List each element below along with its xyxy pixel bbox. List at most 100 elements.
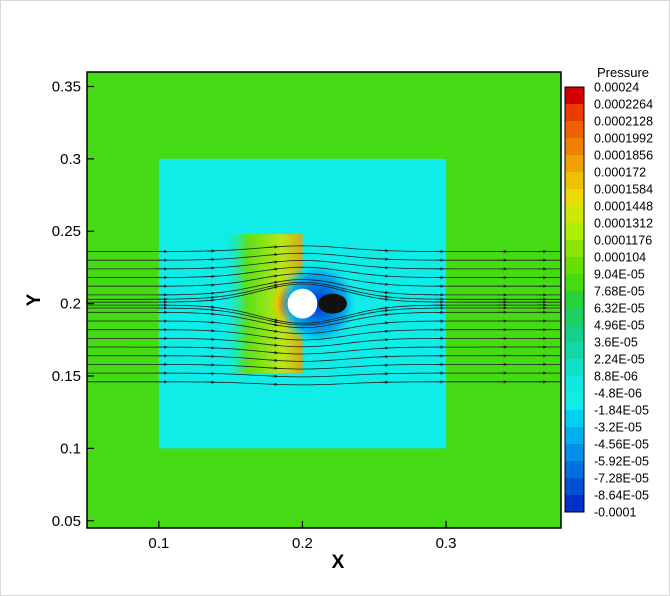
legend-label: 0.0001312 [594, 217, 653, 231]
streamline-arrow [268, 283, 279, 288]
streamline-arrow [379, 274, 390, 278]
legend-label: -0.0001 [594, 506, 636, 520]
x-axis-title: X [332, 552, 345, 573]
legend-swatch [565, 308, 584, 326]
legend-label: -3.2E-05 [594, 421, 642, 435]
streamline-arrow [268, 318, 279, 322]
streamline-arrow [379, 309, 390, 313]
legend-swatch [565, 104, 584, 122]
legend-swatch [565, 495, 584, 513]
legend-swatch [565, 189, 584, 207]
legend-label: -7.28E-05 [594, 472, 649, 486]
streamline-arrow [379, 297, 390, 301]
legend-label: -4.56E-05 [594, 438, 649, 452]
streamline-arrow [379, 282, 390, 286]
legend-swatch [565, 461, 584, 479]
streamline-arrow [268, 320, 279, 324]
legend-title: Pressure [597, 65, 649, 80]
streamline-arrow [268, 245, 279, 249]
legend-swatch [565, 427, 584, 445]
y-tick-label: 0.15 [52, 368, 81, 385]
streamline-arrow [268, 336, 279, 340]
legend-label: -8.64E-05 [594, 489, 649, 503]
legend-label: 0.000104 [594, 251, 646, 265]
legend-swatch [565, 393, 584, 411]
watermark-text: 知乎 @Fitz [580, 560, 655, 578]
streamline-arrow [379, 321, 390, 325]
legend-label: -4.8E-06 [594, 387, 642, 401]
legend-swatch [565, 257, 584, 275]
legend-swatch [565, 87, 584, 105]
legend-label: 8.8E-06 [594, 370, 638, 384]
y-axis: 0.05 0.1 0.15 0.2 0.25 0.3 0.35 [52, 78, 94, 530]
y-tick-label: 0.3 [60, 151, 81, 168]
x-axis: 0.1 0.2 0.3 [148, 521, 457, 552]
legend-swatch [565, 138, 584, 156]
legend-label: 0.0001856 [594, 149, 653, 163]
legend-swatches [564, 86, 585, 513]
legend-label: 9.04E-05 [594, 268, 645, 282]
legend-label: 0.0001992 [594, 132, 653, 146]
legend-label: 0.0001448 [594, 200, 653, 214]
y-tick-label: 0.25 [52, 223, 81, 240]
wake-vortex-core [318, 293, 347, 314]
legend-swatch [565, 325, 584, 343]
y-tick-label: 0.35 [52, 78, 81, 95]
legend-label: 6.32E-05 [594, 302, 645, 316]
y-tick-label: 0.1 [60, 440, 81, 457]
legend-swatch [565, 223, 584, 241]
streamline-arrow [268, 343, 279, 347]
legend-label: 0.00024 [594, 81, 639, 95]
streamline-arrow [205, 295, 216, 300]
streamline-arrow [379, 306, 390, 310]
streamline-arrow [379, 346, 390, 350]
legend-swatch [565, 359, 584, 377]
legend-label: 4.96E-05 [594, 319, 645, 333]
legend-label: 2.24E-05 [594, 353, 645, 367]
streamline-arrow [268, 285, 279, 290]
streamline-arrow [268, 329, 279, 333]
legend-label: 0.0001584 [594, 183, 653, 197]
streamline-arrow [268, 260, 279, 264]
plot-area [87, 72, 561, 528]
legend-swatch [565, 478, 584, 496]
streamline-arrow [379, 290, 390, 295]
streamline-arrow [205, 312, 216, 316]
circular-obstacle [287, 288, 318, 319]
legend-swatch [565, 206, 584, 224]
legend-swatch [565, 155, 584, 173]
streamline-arrow [205, 320, 216, 324]
x-tick-label: 0.1 [148, 535, 169, 552]
legend-swatch [565, 291, 584, 309]
streamline-arrow [268, 351, 279, 355]
streamline-arrow [379, 265, 390, 270]
streamline-arrow [268, 358, 279, 362]
legend-swatch [565, 376, 584, 394]
legend-label: 0.000172 [594, 166, 646, 180]
y-axis-title: Y [24, 293, 45, 306]
streamline-arrow [268, 252, 279, 257]
legend-swatch [565, 342, 584, 360]
streamline-arrow [205, 305, 216, 309]
x-tick-label: 0.3 [436, 535, 457, 552]
streamline-arrow [268, 323, 279, 327]
legend-swatch [565, 172, 584, 190]
streamline-arrow [379, 294, 390, 299]
streamline-arrow [205, 298, 216, 302]
y-tick-label: 0.05 [52, 513, 81, 530]
legend-labels: 0.00024 0.0002264 0.0002128 0.0001992 0.0001… [594, 81, 653, 520]
streamline-arrow [268, 274, 279, 278]
y-tick-label: 0.2 [60, 296, 81, 313]
streamline-arrow [268, 267, 279, 271]
legend-label: 7.68E-05 [594, 285, 645, 299]
streamline-arrow [379, 329, 390, 333]
streamline-arrow [379, 313, 390, 317]
x-tick-label: 0.2 [292, 535, 313, 552]
legend-label: -1.84E-05 [594, 404, 649, 418]
legend-swatch [565, 240, 584, 258]
plot-border [86, 71, 562, 529]
legend-label: -5.92E-05 [594, 455, 649, 469]
pressure-regions [87, 72, 561, 528]
legend-label: 0.0002264 [594, 98, 653, 112]
